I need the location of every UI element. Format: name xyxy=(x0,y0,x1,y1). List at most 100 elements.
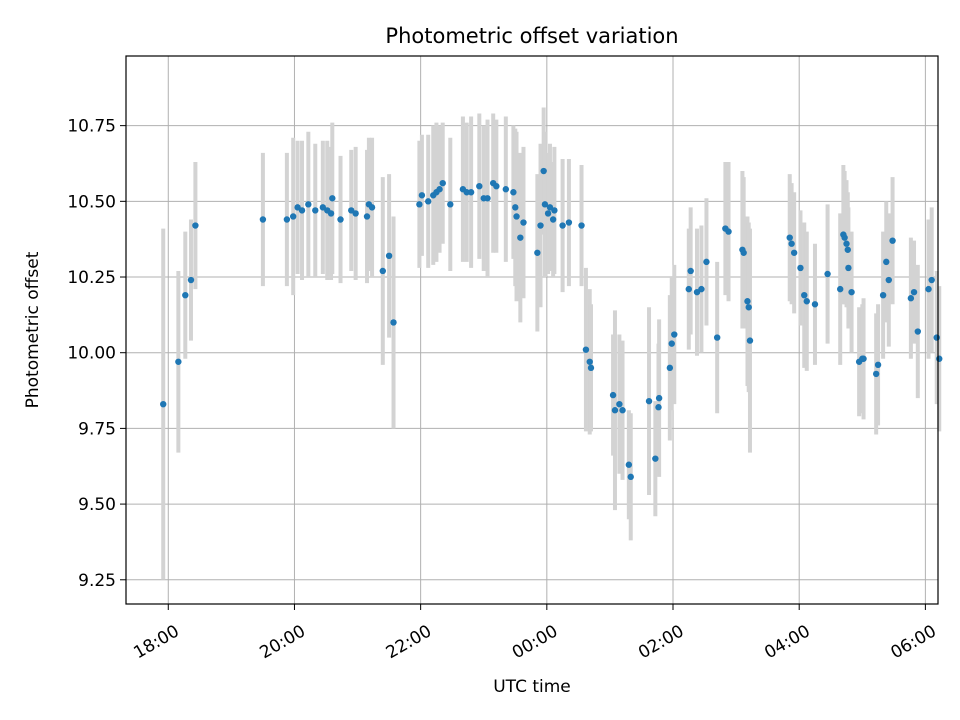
data-point xyxy=(329,195,336,202)
data-point xyxy=(936,355,943,362)
data-point xyxy=(860,355,867,362)
data-point xyxy=(889,237,896,244)
y-tick-label: 10.50 xyxy=(67,192,116,212)
data-point xyxy=(609,391,617,399)
data-point xyxy=(803,298,810,305)
data-point xyxy=(586,358,593,365)
data-point xyxy=(549,216,557,223)
data-point xyxy=(352,210,359,217)
data-point xyxy=(544,210,552,217)
data-point xyxy=(259,216,267,223)
y-tick-label: 10.75 xyxy=(67,117,116,137)
y-axis-ticks: 9.25 9.50 9.75 10.00 10.25 10.50 10.75 xyxy=(67,117,126,591)
data-point xyxy=(645,397,653,405)
data-point xyxy=(687,267,694,275)
data-point xyxy=(619,407,626,414)
data-point xyxy=(312,207,319,214)
x-tick-label: 02:00 xyxy=(635,621,687,663)
data-point xyxy=(907,295,915,302)
data-point xyxy=(910,288,918,296)
data-point xyxy=(786,234,793,241)
data-point xyxy=(666,364,674,372)
data-point xyxy=(879,291,887,299)
data-point xyxy=(611,407,619,414)
x-axis-ticks: 18:00 20:00 22:00 00:00 02:00 04:00 06:00 xyxy=(130,604,940,663)
data-points xyxy=(160,167,943,481)
data-point xyxy=(502,186,510,193)
data-point xyxy=(845,264,852,272)
data-point xyxy=(582,346,590,353)
data-point xyxy=(416,201,423,208)
data-point xyxy=(289,213,297,220)
data-point xyxy=(627,473,634,481)
data-point xyxy=(517,234,524,241)
y-tick-label: 10.00 xyxy=(67,344,116,364)
data-point xyxy=(493,182,500,190)
data-point xyxy=(368,204,376,211)
data-point xyxy=(565,219,573,226)
data-point xyxy=(933,334,940,341)
data-point xyxy=(305,201,312,208)
data-point xyxy=(467,189,475,196)
data-point xyxy=(685,285,692,293)
data-point xyxy=(520,219,527,226)
y-tick-label: 10.25 xyxy=(67,268,116,288)
data-point xyxy=(439,179,446,187)
data-point xyxy=(327,210,335,217)
data-point xyxy=(436,186,443,193)
x-tick-label: 20:00 xyxy=(257,621,309,663)
data-point xyxy=(671,331,678,338)
x-tick-label: 06:00 xyxy=(887,621,939,663)
data-point xyxy=(625,461,633,468)
data-point xyxy=(928,276,935,284)
y-tick-label: 9.50 xyxy=(78,495,116,515)
data-point xyxy=(824,270,831,278)
data-point xyxy=(513,213,520,220)
data-point xyxy=(425,198,432,205)
data-point xyxy=(744,298,751,305)
data-point xyxy=(512,204,519,211)
data-point xyxy=(587,364,595,372)
data-point xyxy=(390,319,397,326)
data-point xyxy=(379,267,386,275)
data-point xyxy=(788,240,795,247)
data-point xyxy=(837,285,844,293)
data-point xyxy=(652,455,659,462)
data-point xyxy=(925,285,932,293)
data-point xyxy=(559,222,566,229)
y-tick-label: 9.75 xyxy=(78,419,116,439)
data-point xyxy=(463,189,470,196)
data-point xyxy=(885,276,892,284)
data-point xyxy=(192,222,199,229)
data-point xyxy=(746,337,754,344)
data-point xyxy=(175,358,182,365)
data-point xyxy=(510,189,517,196)
data-point xyxy=(476,182,483,190)
data-point xyxy=(655,404,662,411)
data-point xyxy=(841,234,848,241)
data-point xyxy=(283,216,291,223)
data-point xyxy=(187,276,195,284)
y-axis-label: Photometric offset xyxy=(23,251,43,408)
data-point xyxy=(534,249,541,256)
x-tick-label: 18:00 xyxy=(130,621,182,663)
x-axis-label: UTC time xyxy=(493,677,571,697)
data-point xyxy=(844,246,851,253)
data-point xyxy=(337,216,344,223)
data-point xyxy=(874,361,882,369)
data-point xyxy=(848,288,855,296)
data-point xyxy=(811,301,819,308)
x-tick-label: 04:00 xyxy=(761,621,813,663)
plot-frame xyxy=(125,55,939,605)
data-point xyxy=(298,207,306,214)
data-point xyxy=(843,240,850,247)
data-point xyxy=(447,201,454,208)
data-point xyxy=(540,167,547,175)
data-point xyxy=(551,207,558,214)
x-tick-label: 22:00 xyxy=(383,621,435,663)
data-point xyxy=(801,291,808,299)
data-point xyxy=(484,195,491,202)
data-point xyxy=(578,222,585,229)
data-point xyxy=(385,252,393,260)
